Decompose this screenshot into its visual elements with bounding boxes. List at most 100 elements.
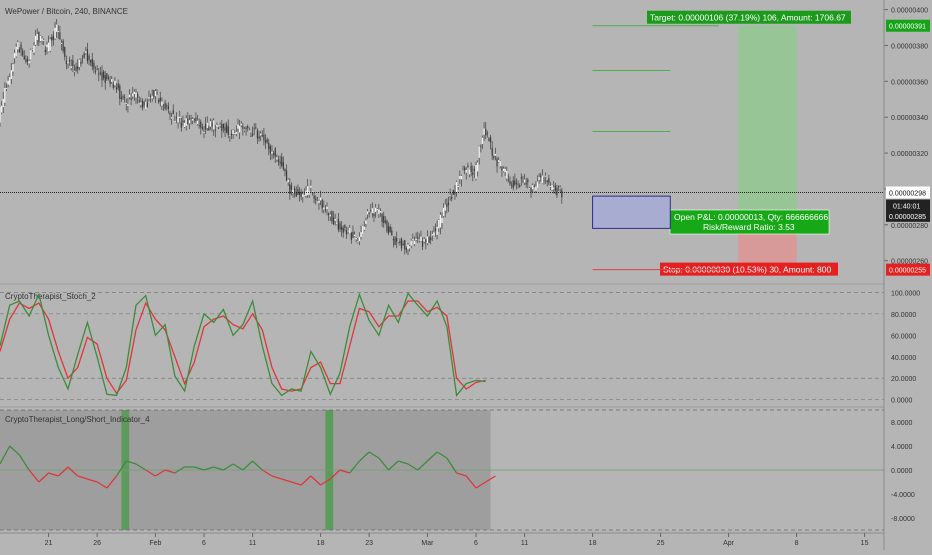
longshort-segment — [426, 451, 438, 462]
candle-body — [455, 181, 458, 193]
candle-body — [515, 182, 518, 184]
candle-body — [39, 36, 42, 42]
candle-body — [360, 232, 362, 238]
candle-body — [93, 62, 95, 69]
candle-body — [462, 170, 464, 172]
time-axis[interactable]: 21 26 Feb 6 11 18 23 Mar 6 11 18 25 Apr 8 15 — [0, 532, 884, 547]
candle-body — [169, 113, 171, 115]
candle-body — [561, 190, 563, 198]
stoch-d-line — [0, 300, 486, 395]
candle-body — [430, 237, 432, 240]
candle-body — [468, 169, 471, 175]
chart-title: WePower / Bitcoin, 240, BINANCE — [5, 7, 128, 16]
candle-body — [13, 52, 16, 59]
candle-body — [439, 214, 441, 228]
longshort-axis: 8.0000 4.0000 0.0000 -4.0000 -8.0000 — [0, 409, 915, 531]
candle-body — [305, 190, 307, 197]
candle-body — [549, 185, 552, 187]
candle-body — [137, 93, 139, 98]
candle-body — [7, 80, 9, 85]
candle-body — [177, 116, 179, 123]
stoch-label: CryptoTherapist_Stoch_2 — [5, 292, 96, 301]
candle-body — [264, 140, 267, 143]
candle-body — [0, 106, 1, 123]
candle-body — [512, 180, 514, 188]
candle-body — [328, 213, 330, 216]
candle-body — [271, 151, 273, 154]
candle-body — [111, 79, 113, 82]
candle-body — [133, 91, 135, 95]
candle-body — [277, 159, 280, 162]
stoch-lines — [0, 292, 486, 397]
longshort-tick-label: -4.0000 — [891, 492, 915, 499]
candle-body — [394, 237, 396, 246]
time-tick-label: 11 — [521, 540, 528, 547]
candle-body — [409, 246, 411, 249]
candle-body — [400, 238, 403, 249]
candle-body — [4, 87, 6, 103]
longshort-segment — [116, 460, 127, 477]
longshort-segment — [106, 475, 118, 489]
candle-body — [33, 45, 35, 53]
drawings[interactable] — [592, 25, 729, 271]
candle-body — [441, 218, 443, 224]
candle-body — [345, 230, 348, 235]
candle-body — [106, 73, 108, 80]
candle-body — [483, 128, 485, 135]
candle-body — [434, 228, 437, 232]
candle-body — [9, 77, 11, 86]
longshort-segment — [38, 472, 50, 483]
longshort-segment — [475, 481, 487, 489]
entry-price-tag: 0.00000285 — [889, 214, 926, 221]
candle-body — [302, 194, 304, 198]
candle-body — [219, 124, 221, 126]
longshort-segment — [339, 469, 350, 474]
candle-body — [511, 184, 513, 186]
candle-body — [159, 97, 161, 102]
candle-body — [70, 66, 72, 69]
candle-body — [341, 226, 343, 230]
candle-body — [141, 100, 144, 108]
candle-body — [146, 102, 148, 107]
stop-label-bg — [660, 262, 838, 276]
candle-body — [397, 243, 399, 245]
candle-body — [282, 162, 284, 169]
candle-body — [217, 127, 220, 129]
candle-body — [211, 122, 213, 127]
candle-body — [57, 31, 59, 33]
candle-body — [431, 234, 433, 236]
candle-body — [443, 207, 445, 217]
stoch-tick-label: 100.0000 — [891, 290, 920, 297]
candle-body — [284, 169, 286, 171]
candle-body — [489, 137, 492, 143]
candle-body — [107, 77, 110, 79]
candle-body — [148, 97, 150, 99]
candle-body — [46, 44, 48, 48]
candle-body — [506, 170, 508, 179]
candle-body — [94, 70, 97, 72]
longshort-segment — [174, 466, 185, 474]
price-axis[interactable]: 0.00000400 0.00000380 0.00000360 0.00000340… — [884, 8, 930, 276]
candle-body — [451, 197, 453, 199]
time-tick-label: 23 — [365, 540, 373, 547]
longshort-segment — [349, 460, 360, 474]
candle-body — [229, 134, 231, 136]
candle-body — [221, 123, 223, 131]
candle-body — [297, 189, 299, 195]
candle-body — [158, 99, 160, 103]
longshort-segment — [57, 466, 69, 477]
position-tool[interactable]: Target: 0.00000106 (37.19%) 106, Amount:… — [647, 10, 851, 276]
longshort-segment — [9, 445, 20, 456]
stop-price-tag-bg — [886, 263, 930, 276]
candle-body — [300, 192, 302, 197]
candle-body — [43, 40, 45, 41]
candle-body — [279, 161, 281, 164]
candle-body — [391, 230, 393, 235]
time-tick-label: 6 — [202, 540, 206, 547]
candle-body — [509, 181, 511, 185]
candle-body — [551, 185, 553, 191]
candle-body — [494, 153, 497, 156]
candle-body — [499, 160, 501, 167]
